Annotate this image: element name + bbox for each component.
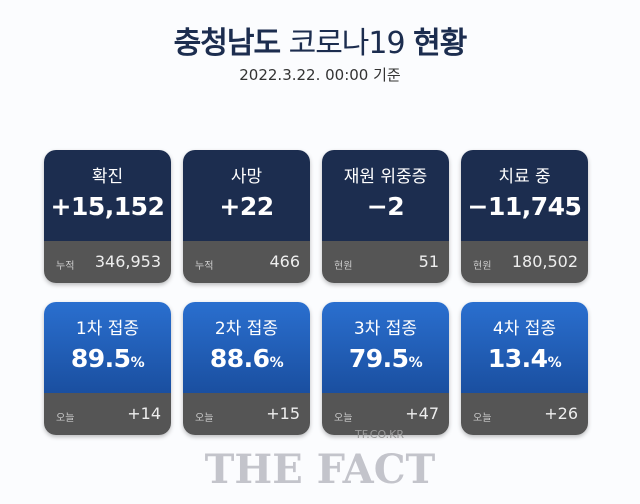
footer-label: 오늘	[473, 413, 492, 424]
card-value: +15,152	[44, 192, 171, 221]
card-top: 치료 중 −11,745	[461, 150, 588, 241]
card-footer: 오늘 +47	[322, 393, 449, 435]
card: 3차 접종 79.5% 오늘 +47	[322, 302, 449, 435]
value-number: −11,745	[467, 192, 582, 221]
value-number: +15,152	[50, 192, 165, 221]
footer-label: 누적	[56, 261, 75, 272]
card-value: +22	[183, 192, 310, 221]
card-label: 치료 중	[498, 167, 551, 187]
card-label: 4차 접종	[492, 319, 557, 339]
card-top: 재원 위중증 −2	[322, 150, 449, 241]
card-value: 88.6%	[183, 344, 310, 373]
footer-label: 오늘	[56, 413, 75, 424]
footer-value: 346,953	[94, 252, 161, 271]
value-number: 79.5	[348, 344, 409, 373]
card: 1차 접종 89.5% 오늘 +14	[44, 302, 171, 435]
footer-value: 51	[418, 252, 439, 271]
card-footer: 누적 466	[183, 241, 310, 283]
watermark-site: TF.CO.KR	[355, 428, 405, 441]
footer-value: 466	[269, 252, 300, 271]
card: 사망 +22 누적 466	[183, 150, 310, 283]
card-footer: 오늘 +26	[461, 393, 588, 435]
card-label: 확진	[91, 167, 124, 187]
value-unit: %	[547, 355, 562, 371]
footer-label: 오늘	[334, 413, 353, 424]
card-top: 4차 접종 13.4%	[461, 302, 588, 393]
card-top: 3차 접종 79.5%	[322, 302, 449, 393]
footer-value: +14	[127, 404, 161, 423]
watermark-brand: THE FACT	[204, 446, 436, 493]
card-top: 확진 +15,152	[44, 150, 171, 241]
card-label: 사망	[230, 167, 263, 187]
card-footer: 오늘 +15	[183, 393, 310, 435]
card-value: 89.5%	[44, 344, 171, 373]
title: 충청남도 코로나19 현황	[0, 18, 640, 62]
card-value: 13.4%	[461, 344, 588, 373]
value-number: +22	[219, 192, 274, 221]
card-top: 1차 접종 89.5%	[44, 302, 171, 393]
card: 재원 위중증 −2 현원 51	[322, 150, 449, 283]
card-top: 2차 접종 88.6%	[183, 302, 310, 393]
date: 2022.3.22. 00:00 기준	[239, 66, 401, 84]
card-label: 재원 위중증	[343, 167, 428, 187]
footer-value: 180,502	[511, 252, 578, 271]
card-footer: 오늘 +14	[44, 393, 171, 435]
footer-value: +15	[266, 404, 300, 423]
value-unit: %	[408, 355, 423, 371]
footer-label: 현원	[473, 261, 492, 272]
card-value: −11,745	[461, 192, 588, 221]
card: 4차 접종 13.4% 오늘 +26	[461, 302, 588, 435]
card-value: −2	[322, 192, 449, 221]
card-label: 1차 접종	[75, 319, 140, 339]
card-top: 사망 +22	[183, 150, 310, 241]
footer-label: 누적	[195, 261, 214, 272]
footer-label: 오늘	[195, 413, 214, 424]
card: 확진 +15,152 누적 346,953	[44, 150, 171, 283]
value-number: 88.6	[209, 344, 270, 373]
card-footer: 현원 180,502	[461, 241, 588, 283]
value-number: 13.4	[487, 344, 548, 373]
value-number: −2	[366, 192, 405, 221]
card-footer: 현원 51	[322, 241, 449, 283]
title-part: 코로나19	[288, 26, 406, 61]
value-unit: %	[130, 355, 145, 371]
card-label: 3차 접종	[353, 319, 418, 339]
card-value: 79.5%	[322, 344, 449, 373]
card: 치료 중 −11,745 현원 180,502	[461, 150, 588, 283]
card: 2차 접종 88.6% 오늘 +15	[183, 302, 310, 435]
title-part: 현황	[413, 26, 467, 61]
footer-value: +26	[544, 404, 578, 423]
value-number: 89.5	[70, 344, 131, 373]
footer-label: 현원	[334, 261, 353, 272]
footer-value: +47	[405, 404, 439, 423]
card-footer: 누적 346,953	[44, 241, 171, 283]
title-part: 충청남도	[173, 26, 281, 61]
value-unit: %	[269, 355, 284, 371]
card-label: 2차 접종	[214, 319, 279, 339]
